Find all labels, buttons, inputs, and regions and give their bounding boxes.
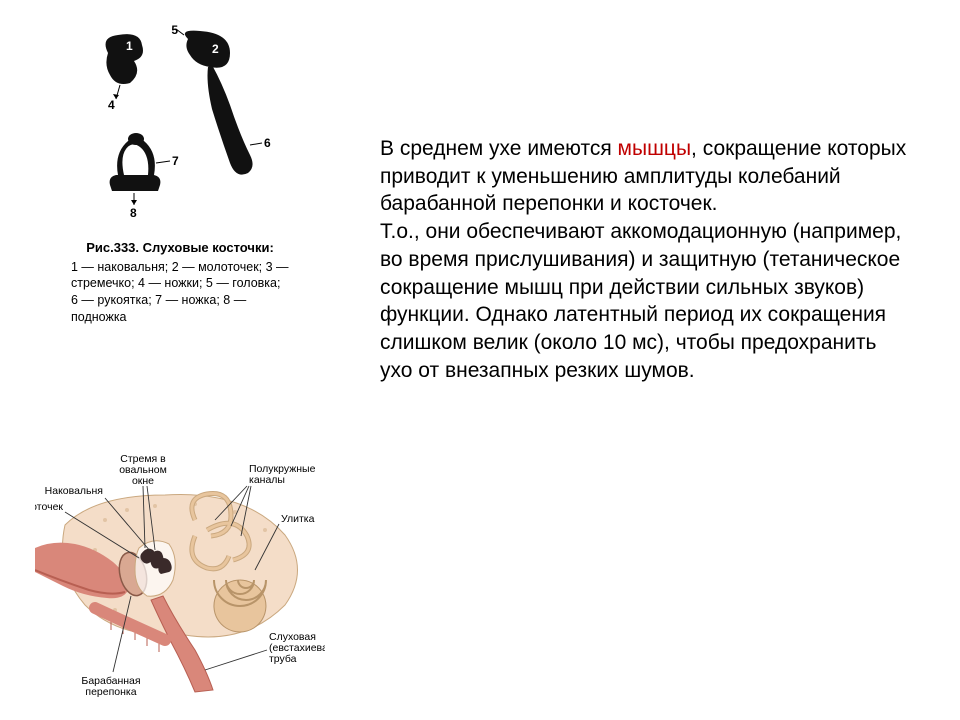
body-text: В среднем ухе имеются мышцы, сокращение … (380, 135, 910, 384)
label-pereponka: Барабаннаяперепонка (81, 675, 140, 698)
p1a: В среднем ухе имеются (380, 137, 618, 160)
caption-title: Рис.333. Слуховые косточки: (71, 239, 289, 257)
ear-svg: Наковальня Молоточек Полукружныеканалы У… (35, 440, 325, 700)
num-4: 4 (108, 98, 115, 112)
ear-figure: Наковальня Молоточек Полукружныеканалы У… (35, 440, 325, 700)
num-1: 1 (126, 39, 133, 53)
label-kanaly: Полукружныеканалы (249, 463, 316, 486)
label-truba: Слуховая(евстахиева)труба (269, 631, 325, 665)
num-5: 5 (171, 25, 178, 37)
ossicles-caption: Рис.333. Слуховые косточки: 1 — наковаль… (65, 239, 295, 326)
num-3: 3 (133, 155, 140, 169)
label-ulitka: Улитка (281, 513, 315, 525)
ossicles-svg: 1 4 2 5 6 3 7 8 (80, 25, 280, 235)
caption-legend: 1 — наковальня; 2 — молоточек; 3 — стрем… (71, 260, 289, 325)
p1-highlight: мышцы (618, 137, 692, 160)
label-molot: Молоточек (35, 501, 63, 513)
num-6: 6 (264, 136, 271, 150)
ossicles-figure: 1 4 2 5 6 3 7 8 Рис.333 (65, 25, 295, 326)
label-nakov: Наковальня (45, 485, 103, 497)
p2: Т.о., они обеспечивают аккомодационную (… (380, 220, 901, 382)
num-2: 2 (212, 42, 219, 56)
num-7: 7 (172, 154, 179, 168)
label-stremya-line: Стремя вовальномокне (119, 453, 167, 487)
num-8: 8 (130, 206, 137, 220)
